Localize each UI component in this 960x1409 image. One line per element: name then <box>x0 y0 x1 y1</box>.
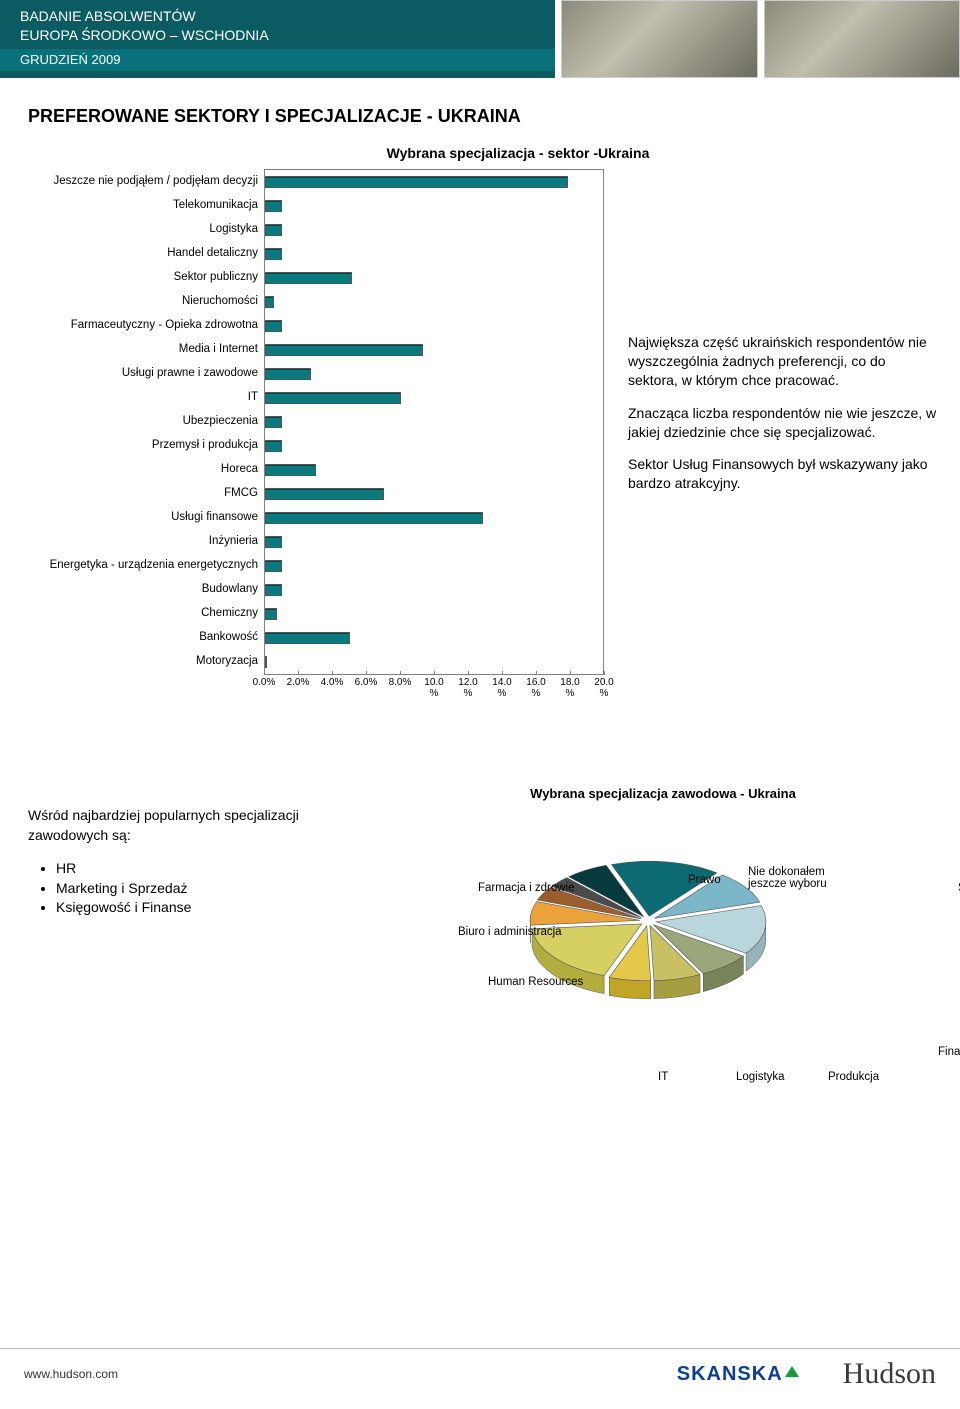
pie-bullet: Marketing i Sprzedaż <box>56 879 328 899</box>
bar <box>265 488 384 500</box>
header-image-1 <box>561 0 758 78</box>
bar-category-label: Motoryzacja <box>28 649 264 673</box>
x-axis-tick: 18.0 % <box>555 677 585 699</box>
bar <box>265 320 282 332</box>
bar <box>265 608 277 620</box>
bar-category-label: Horeca <box>28 457 264 481</box>
bar-category-label: Chemiczny <box>28 601 264 625</box>
bar-chart-title: Wybrana specjalizacja - sektor -Ukraina <box>238 145 798 161</box>
bar <box>265 296 274 308</box>
x-axis-tick: 8.0% <box>385 677 415 688</box>
x-axis-tick: 2.0% <box>283 677 313 688</box>
pie-slice-label: Human Resources <box>488 976 583 988</box>
bar <box>265 440 282 452</box>
pie-slice-label: Nie dokonałemjeszcze wyboru <box>748 866 858 890</box>
skanska-logo: SKANSKA <box>677 1363 799 1386</box>
bar <box>265 392 401 404</box>
pie-chart: Wybrana specjalizacja zawodowa - Ukraina… <box>328 786 960 1086</box>
x-axis-tick: 20.0 % <box>589 677 619 699</box>
bar <box>265 224 282 236</box>
page-title: PREFEROWANE SEKTORY I SPECJALIZACJE - UK… <box>28 106 960 127</box>
pie-intro: Wśród najbardziej popularnych specjaliza… <box>28 786 328 1086</box>
bar-category-label: Energetyka - urządzenia energetycznych <box>28 553 264 577</box>
bar-category-label: Budowlany <box>28 577 264 601</box>
x-axis-tick: 14.0 % <box>487 677 517 699</box>
bar-category-label: Handel detaliczny <box>28 241 264 265</box>
bar-category-label: Bankowość <box>28 625 264 649</box>
header-sub: GRUDZIEŃ 2009 <box>0 49 555 71</box>
header-image-2 <box>764 0 960 78</box>
bar-category-label: Telekomunikacja <box>28 193 264 217</box>
pie-slice-label: IT <box>658 1071 668 1083</box>
pie-bullet: Księgowość i Finanse <box>56 898 328 918</box>
x-axis-tick: 10.0 % <box>419 677 449 699</box>
header-images <box>555 0 960 78</box>
bar-chart-y-labels: Jeszcze nie podjąłem / podjęłam decyzjiT… <box>28 169 264 706</box>
header-text-block: BADANIE ABSOLWENTÓW EUROPA ŚRODKOWO – WS… <box>0 0 555 78</box>
pie-slice-label: Finanse i Księgowość <box>938 1046 960 1058</box>
bar-category-label: Farmaceutyczny - Opieka zdrowotna <box>28 313 264 337</box>
x-axis-tick: 0.0% <box>249 677 279 688</box>
bar <box>265 416 282 428</box>
bar-category-label: Usługi prawne i zawodowe <box>28 361 264 385</box>
bar <box>265 248 282 260</box>
x-axis-tick: 4.0% <box>317 677 347 688</box>
annotation-p1: Największa część ukraińskich respondentó… <box>628 333 938 390</box>
pie-lead-in: Wśród najbardziej popularnych specjaliza… <box>28 806 328 845</box>
bar <box>265 200 282 212</box>
bar-chart: Wybrana specjalizacja - sektor -Ukraina … <box>28 145 928 706</box>
pie-chart-title: Wybrana specjalizacja zawodowa - Ukraina <box>448 786 878 801</box>
pie-slice-label: Prawo <box>688 874 721 886</box>
bar <box>265 632 350 644</box>
bar-category-label: Sektor publiczny <box>28 265 264 289</box>
header-line2: EUROPA ŚRODKOWO – WSCHODNIA <box>20 26 555 45</box>
page-footer: www.hudson.com SKANSKA Hudson <box>0 1348 960 1391</box>
bar <box>265 512 483 524</box>
bar-category-label: Nieruchomości <box>28 289 264 313</box>
bar <box>265 464 316 476</box>
bar-category-label: Logistyka <box>28 217 264 241</box>
bar <box>265 560 282 572</box>
pie-slice-label: Logistyka <box>736 1071 785 1083</box>
header-line1: BADANIE ABSOLWENTÓW <box>20 7 555 26</box>
x-axis-tick: 12.0 % <box>453 677 483 699</box>
bar-category-label: Ubezpieczenia <box>28 409 264 433</box>
bar <box>265 272 352 284</box>
pie-section: Wśród najbardziej popularnych specjaliza… <box>0 786 960 1086</box>
annotation-p2: Znacząca liczba respondentów nie wie jes… <box>628 404 938 442</box>
bar-category-label: IT <box>28 385 264 409</box>
hudson-logo: Hudson <box>843 1357 936 1391</box>
pie-bullet: HR <box>56 859 328 879</box>
x-axis-tick: 16.0 % <box>521 677 551 699</box>
skanska-triangle-icon <box>785 1366 799 1377</box>
page-header: BADANIE ABSOLWENTÓW EUROPA ŚRODKOWO – WS… <box>0 0 960 78</box>
annotation-p3: Sektor Usług Finansowych był wskazywany … <box>628 455 938 493</box>
x-axis-tick: 6.0% <box>351 677 381 688</box>
bar <box>265 176 568 188</box>
bar-category-label: Przemysł i produkcja <box>28 433 264 457</box>
footer-logos: SKANSKA Hudson <box>677 1357 936 1391</box>
bar <box>265 368 311 380</box>
bar-chart-annotation: Największa część ukraińskich respondentó… <box>628 333 938 507</box>
bar <box>265 656 267 668</box>
pie-slice-label: Produkcja <box>828 1071 879 1083</box>
pie-bullets: HR Marketing i Sprzedaż Księgowość i Fin… <box>56 859 328 918</box>
bar-category-label: Usługi finansowe <box>28 505 264 529</box>
footer-url: www.hudson.com <box>24 1367 118 1381</box>
pie-slice-label: Biuro i administracja <box>458 926 562 938</box>
bar-category-label: Jeszcze nie podjąłem / podjęłam decyzji <box>28 169 264 193</box>
pie-slice-label: Farmacja i zdrowie <box>478 882 575 894</box>
bar <box>265 536 282 548</box>
bar-category-label: FMCG <box>28 481 264 505</box>
bar <box>265 344 423 356</box>
bar-category-label: Inżynieria <box>28 529 264 553</box>
bar-category-label: Media i Internet <box>28 337 264 361</box>
bar <box>265 584 282 596</box>
